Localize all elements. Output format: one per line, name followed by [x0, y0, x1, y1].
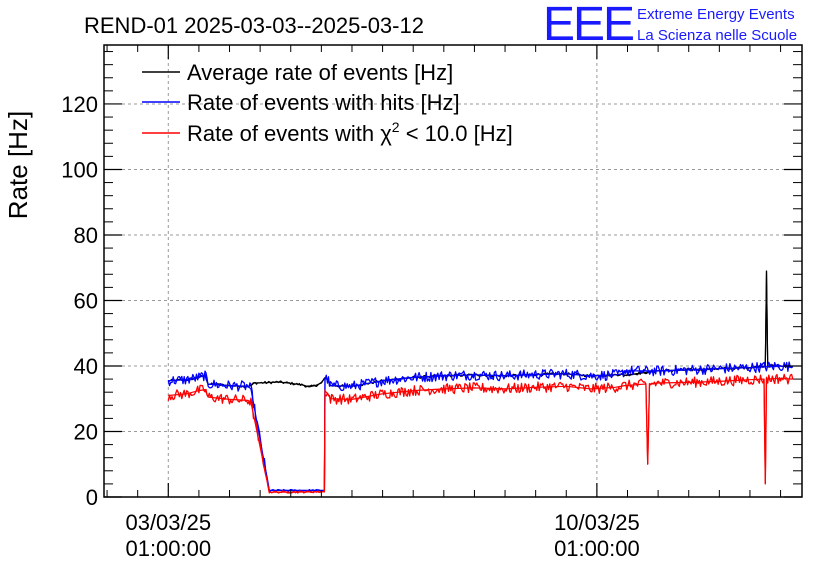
logo-text: EEE: [543, 0, 633, 51]
series-chi2-rate: [167, 373, 794, 494]
plot-frame: [103, 44, 803, 498]
y-tick-label: 0: [86, 485, 98, 510]
series-layer: [167, 270, 794, 494]
grid: [104, 45, 802, 497]
axes: [103, 44, 803, 498]
chart-title: REND-01 2025-03-03--2025-03-12: [84, 13, 424, 38]
legend-label-hits: Rate of events with hits [Hz]: [187, 90, 460, 115]
eee-logo: EEE Extreme Energy Events La Scienza nel…: [543, 0, 797, 51]
y-tick-label: 100: [61, 157, 98, 182]
y-tick-label: 60: [74, 288, 98, 313]
org-line-2: La Scienza nelle Scuole: [637, 27, 797, 44]
x-tick-label-date: 03/03/25: [125, 510, 211, 535]
legend-label-chi2: Rate of events with χ2 < 10.0 [Hz]: [187, 119, 513, 146]
legend: Average rate of events [Hz] Rate of even…: [142, 60, 513, 146]
y-tick-label: 40: [74, 354, 98, 379]
ticks: 02040608010012003/03/2501:00:0010/03/250…: [61, 45, 802, 561]
x-tick-label-time: 01:00:00: [125, 536, 211, 561]
org-line-1: Extreme Energy Events: [637, 6, 795, 23]
series-chi2-rate-trend: [168, 377, 793, 493]
y-tick-label: 80: [74, 223, 98, 248]
legend-label-average: Average rate of events [Hz]: [187, 60, 453, 85]
series-hits-rate-trend: [168, 365, 793, 491]
x-tick-label-time: 01:00:00: [554, 536, 640, 561]
y-tick-label: 20: [74, 419, 98, 444]
y-axis-label: Rate [Hz]: [3, 111, 33, 219]
x-tick-label-date: 10/03/25: [554, 510, 640, 535]
y-tick-label: 120: [61, 92, 98, 117]
